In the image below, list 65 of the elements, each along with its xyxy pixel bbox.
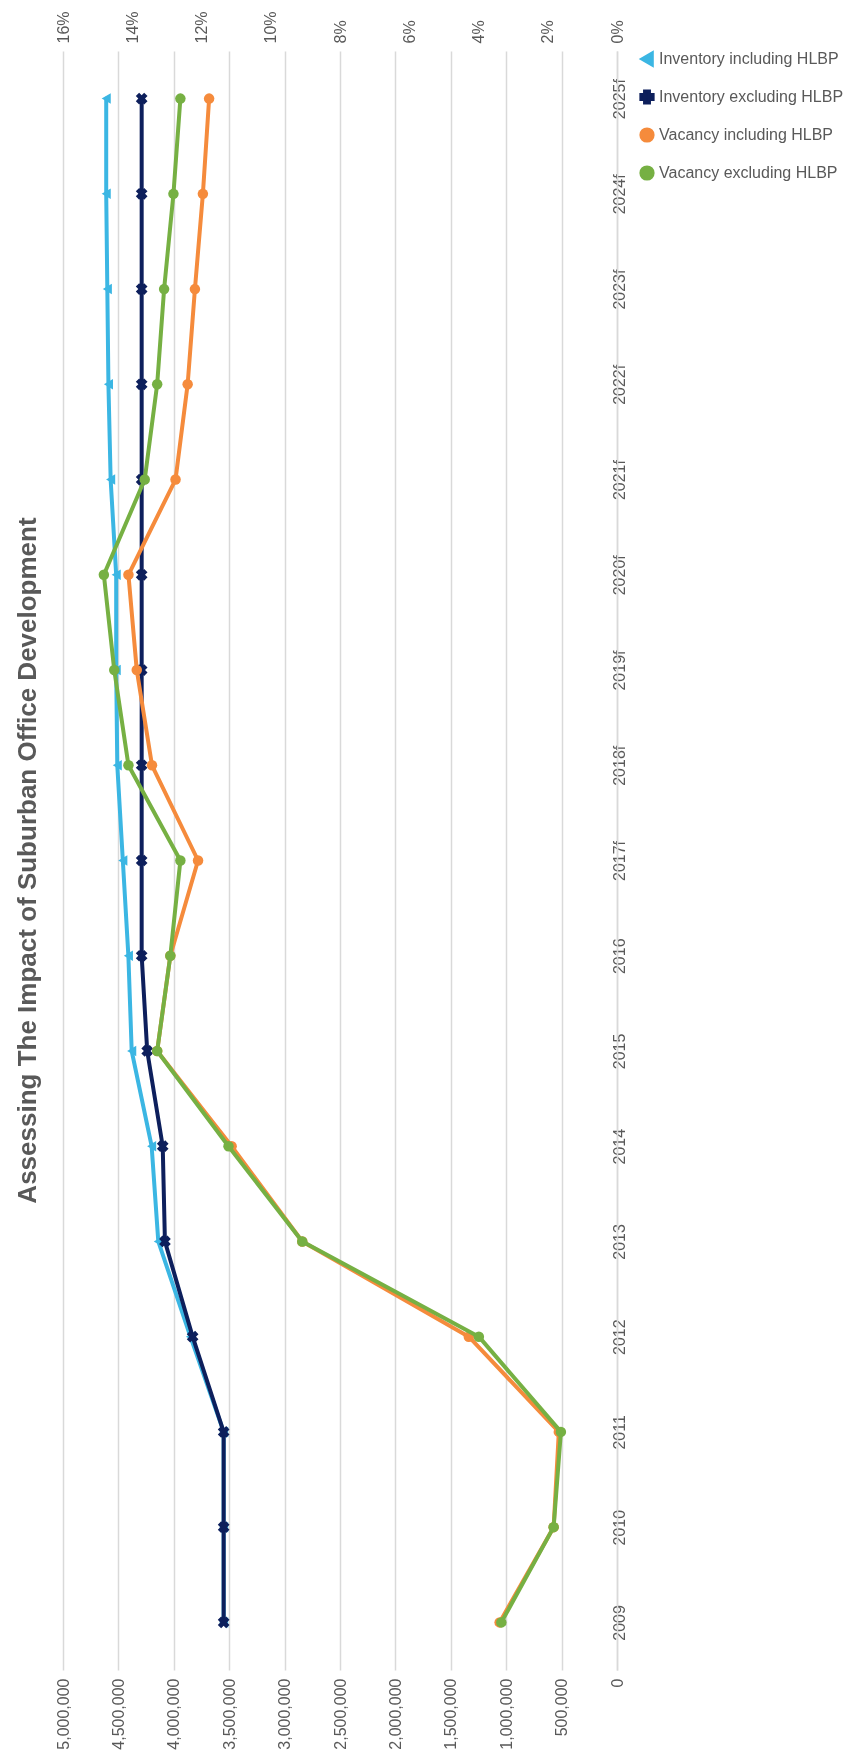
point bbox=[147, 1140, 157, 1152]
x-tick-label: 1,500,000 bbox=[442, 1678, 460, 1750]
point bbox=[112, 760, 122, 771]
x-tick-label: 5,000,000 bbox=[54, 1678, 72, 1750]
point bbox=[135, 568, 148, 581]
x2-tick-label: 14% bbox=[123, 11, 141, 44]
point bbox=[101, 93, 111, 104]
x-tick-label: 3,500,000 bbox=[220, 1678, 238, 1750]
legend-label: Vacancy excluding HLBP bbox=[659, 164, 838, 181]
x-tick-label: 500,000 bbox=[553, 1678, 571, 1737]
x2-tick-label: 0% bbox=[608, 20, 626, 44]
point bbox=[192, 855, 204, 866]
x2-tick-label: 2% bbox=[539, 20, 557, 44]
point bbox=[111, 569, 121, 581]
point bbox=[197, 188, 209, 200]
point bbox=[106, 474, 116, 485]
point bbox=[127, 1045, 137, 1057]
x2-tick-label: 4% bbox=[470, 20, 487, 44]
point bbox=[135, 188, 148, 200]
point bbox=[103, 379, 113, 390]
point bbox=[151, 379, 163, 390]
point bbox=[473, 1331, 485, 1342]
point bbox=[175, 855, 186, 866]
point bbox=[123, 569, 134, 581]
point bbox=[135, 378, 148, 391]
point bbox=[186, 1330, 199, 1343]
point bbox=[135, 92, 148, 105]
point bbox=[102, 283, 112, 295]
x2-tick-label: 6% bbox=[400, 20, 418, 44]
point bbox=[158, 283, 170, 295]
x-tick-label: 2,000,000 bbox=[386, 1678, 404, 1750]
legend-label: Inventory excluding HLBP bbox=[659, 88, 844, 105]
point bbox=[175, 93, 186, 104]
point bbox=[123, 760, 134, 771]
x-tick-label: 2,500,000 bbox=[331, 1678, 349, 1750]
x-tick-label: 0 bbox=[608, 1678, 626, 1688]
point bbox=[98, 569, 110, 581]
text: Assessing The Impact of Suburban Office Development bbox=[12, 517, 42, 1204]
point bbox=[189, 283, 201, 295]
point bbox=[170, 474, 181, 485]
x-tick-label: 4,000,000 bbox=[165, 1678, 183, 1750]
point bbox=[135, 283, 148, 295]
point bbox=[146, 760, 158, 771]
x2-tick-label: 8% bbox=[331, 20, 349, 44]
point bbox=[139, 474, 150, 485]
x-tick-label: 4,500,000 bbox=[109, 1678, 127, 1750]
x-tick-label: 1,000,000 bbox=[497, 1678, 515, 1750]
point bbox=[135, 759, 148, 772]
point bbox=[182, 379, 193, 390]
point bbox=[156, 1140, 169, 1153]
x2-tick-label: 10% bbox=[262, 11, 280, 44]
point bbox=[135, 949, 148, 962]
point bbox=[203, 93, 215, 104]
x2-tick-label: 16% bbox=[54, 11, 72, 44]
legend-label: Inventory including HLBP bbox=[659, 50, 839, 67]
point bbox=[118, 855, 128, 866]
point bbox=[135, 854, 148, 867]
x2-tick-label: 12% bbox=[193, 11, 210, 44]
x-tick-label: 3,000,000 bbox=[276, 1678, 294, 1750]
point bbox=[131, 664, 142, 676]
point bbox=[101, 188, 111, 200]
point bbox=[123, 950, 133, 961]
point bbox=[168, 188, 179, 200]
legend-label: Vacancy including HLBP bbox=[659, 126, 834, 143]
point bbox=[141, 1045, 154, 1057]
